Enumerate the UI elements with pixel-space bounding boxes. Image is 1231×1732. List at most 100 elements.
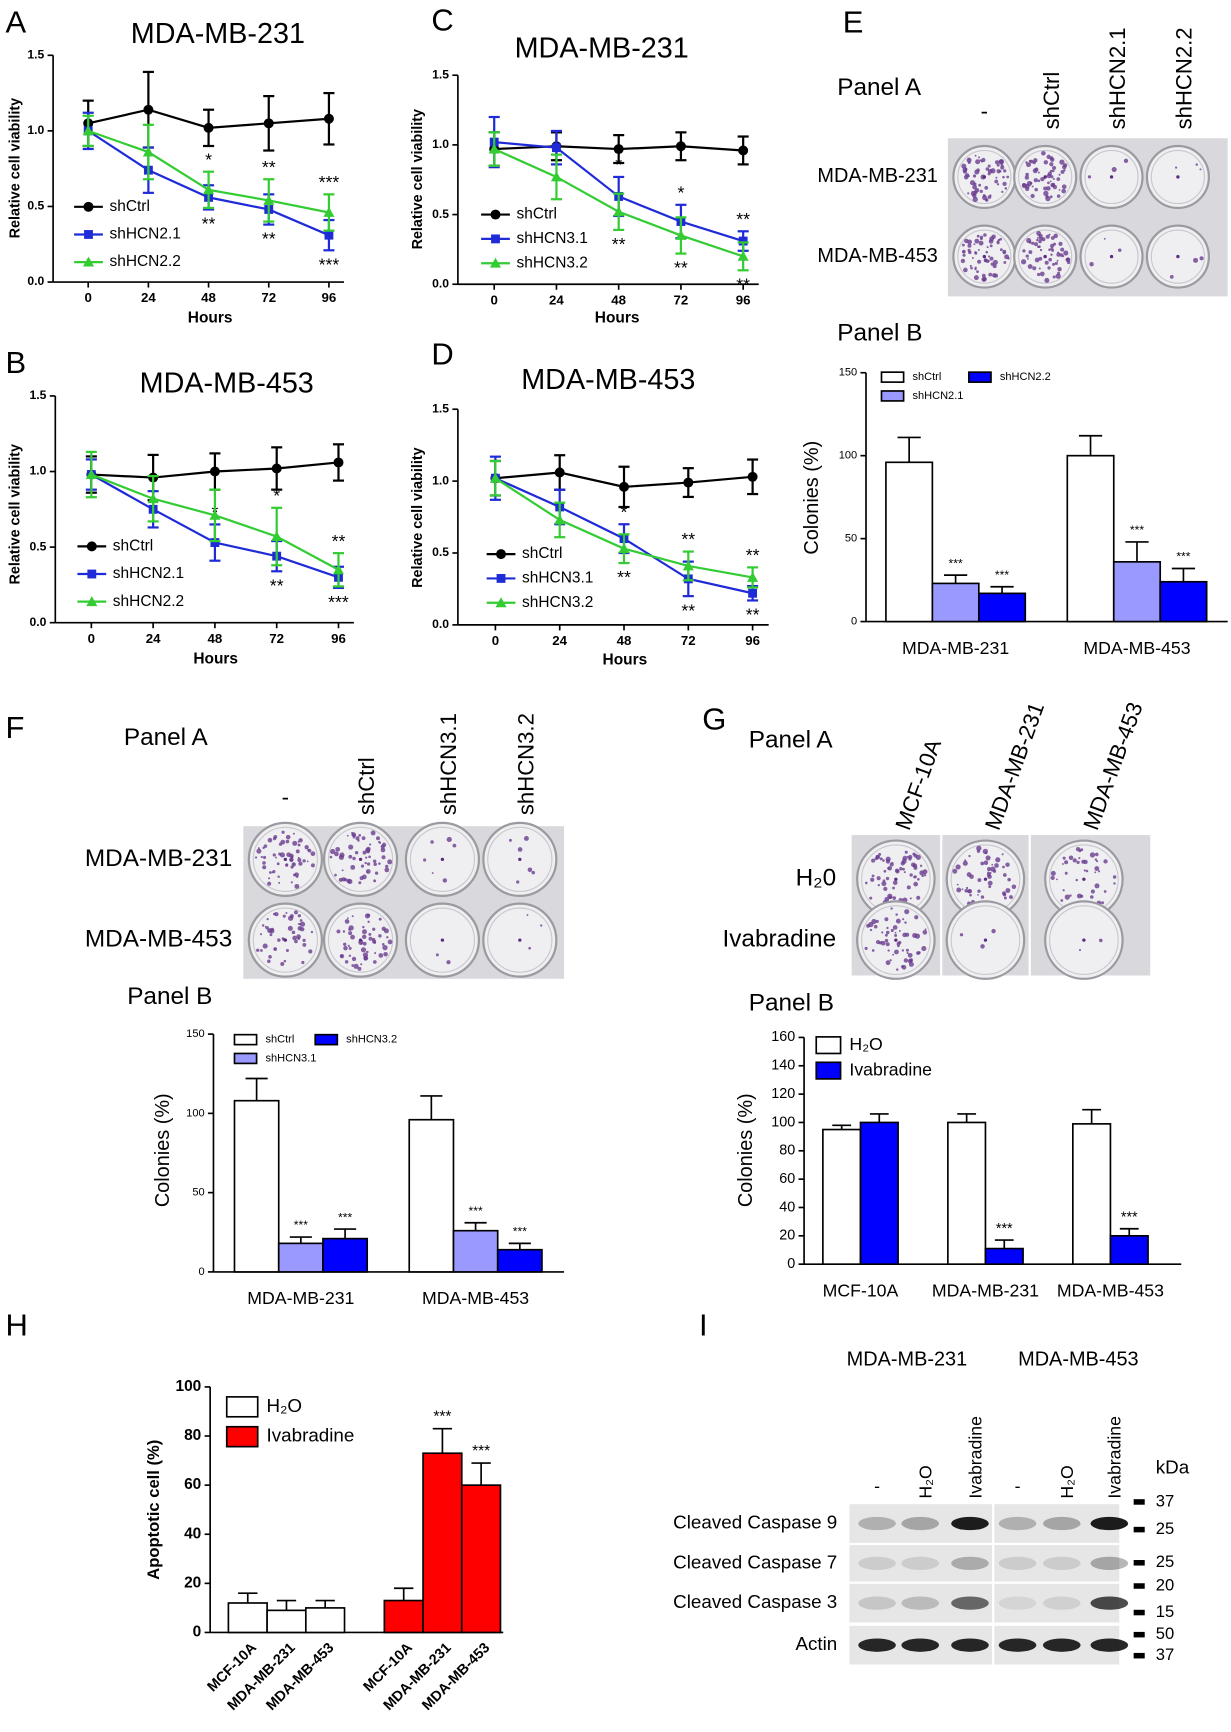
band xyxy=(1090,1556,1129,1570)
colony xyxy=(983,938,988,942)
colony xyxy=(1061,863,1064,865)
y-tick-label: 0 xyxy=(193,1624,202,1641)
colony xyxy=(885,856,891,862)
colony xyxy=(1064,860,1069,865)
colony xyxy=(998,159,1004,165)
x-tick-label: MDA-MB-453 xyxy=(422,1288,529,1308)
significance: *** xyxy=(1176,550,1190,564)
colony xyxy=(440,857,445,862)
plate-rim xyxy=(957,149,1012,205)
colony xyxy=(387,859,393,865)
colony xyxy=(361,934,367,940)
colony xyxy=(1199,256,1204,261)
x-tick-label: 24 xyxy=(141,290,156,305)
significance: *** xyxy=(513,1225,527,1239)
colony xyxy=(987,255,991,258)
colony xyxy=(987,164,991,168)
column-label: shCtrl xyxy=(1039,72,1064,130)
colony xyxy=(956,883,959,886)
colony xyxy=(973,182,977,186)
colony xyxy=(370,830,376,836)
y-tick-label: 0.0 xyxy=(27,274,44,288)
colony xyxy=(452,843,457,848)
colony xyxy=(879,857,883,861)
y-tick-label: 100 xyxy=(175,1378,201,1395)
colony xyxy=(1054,261,1058,266)
legend-swatch xyxy=(225,1396,259,1418)
x-tick-label: 96 xyxy=(745,633,760,648)
colony xyxy=(1052,262,1056,266)
x-axis-label: Hours xyxy=(603,651,648,668)
colony xyxy=(1039,248,1043,252)
colony xyxy=(881,881,887,887)
colony xyxy=(1094,883,1100,889)
bar xyxy=(1112,561,1162,623)
colony xyxy=(1193,257,1199,263)
colony xyxy=(1058,241,1063,246)
lane-label: Ivabradine xyxy=(1105,1416,1125,1499)
colony xyxy=(367,920,370,924)
colony xyxy=(1037,171,1040,174)
colony xyxy=(992,869,997,873)
colony xyxy=(1049,195,1053,199)
colony xyxy=(986,246,989,249)
colony xyxy=(1050,875,1055,881)
x-tick-label: 0 xyxy=(492,633,499,648)
significance: ** xyxy=(270,575,284,595)
colony xyxy=(274,912,277,915)
panel-title: Panel A xyxy=(837,74,922,101)
colony xyxy=(1031,185,1034,188)
column-label: shHCN2.2 xyxy=(1171,27,1196,129)
legend-label: shCtrl xyxy=(110,198,150,215)
y-tick-label: 1.5 xyxy=(432,401,449,415)
colony xyxy=(894,949,899,955)
colony xyxy=(365,856,368,859)
colony xyxy=(1085,869,1089,873)
band xyxy=(998,1638,1037,1652)
legend-label: shHCN3.2 xyxy=(517,254,588,271)
bar xyxy=(304,1607,346,1634)
colony xyxy=(1025,161,1028,164)
band xyxy=(951,1638,989,1652)
x-tick-label: 48 xyxy=(617,633,632,648)
colony xyxy=(890,928,894,933)
colony xyxy=(508,838,512,842)
colony xyxy=(1111,167,1117,173)
colony xyxy=(362,925,365,929)
colony xyxy=(889,959,892,962)
colony xyxy=(913,853,918,858)
bar xyxy=(859,1121,899,1265)
colony xyxy=(885,960,891,966)
colony xyxy=(272,853,276,857)
y-tick-label: 1.0 xyxy=(30,464,47,478)
colony xyxy=(1037,245,1040,248)
colony xyxy=(962,860,968,866)
colony xyxy=(979,189,983,193)
colony xyxy=(348,928,351,931)
colony xyxy=(267,837,273,843)
y-tick-label: 1.0 xyxy=(27,123,44,137)
colony xyxy=(994,863,999,868)
legend-label: shHCN3.1 xyxy=(517,230,588,247)
marker xyxy=(496,549,507,560)
band xyxy=(951,1556,989,1570)
colony xyxy=(1094,852,1099,857)
y-tick-label: 20 xyxy=(184,1574,201,1591)
plate-rim xyxy=(957,229,1012,284)
significance: ** xyxy=(332,531,346,551)
unit-label: kDa xyxy=(1156,1457,1190,1478)
column-label: shHCN3.1 xyxy=(436,713,461,815)
band xyxy=(858,1516,896,1531)
colony xyxy=(1090,895,1094,899)
colony xyxy=(295,875,299,879)
colony xyxy=(283,938,288,942)
colony xyxy=(904,921,907,924)
colony xyxy=(302,938,306,942)
colony xyxy=(870,877,875,882)
colony xyxy=(987,880,993,886)
colony xyxy=(334,873,337,877)
colony xyxy=(1002,181,1007,186)
band xyxy=(901,1638,940,1652)
colony xyxy=(372,859,377,863)
colony xyxy=(1050,175,1054,179)
